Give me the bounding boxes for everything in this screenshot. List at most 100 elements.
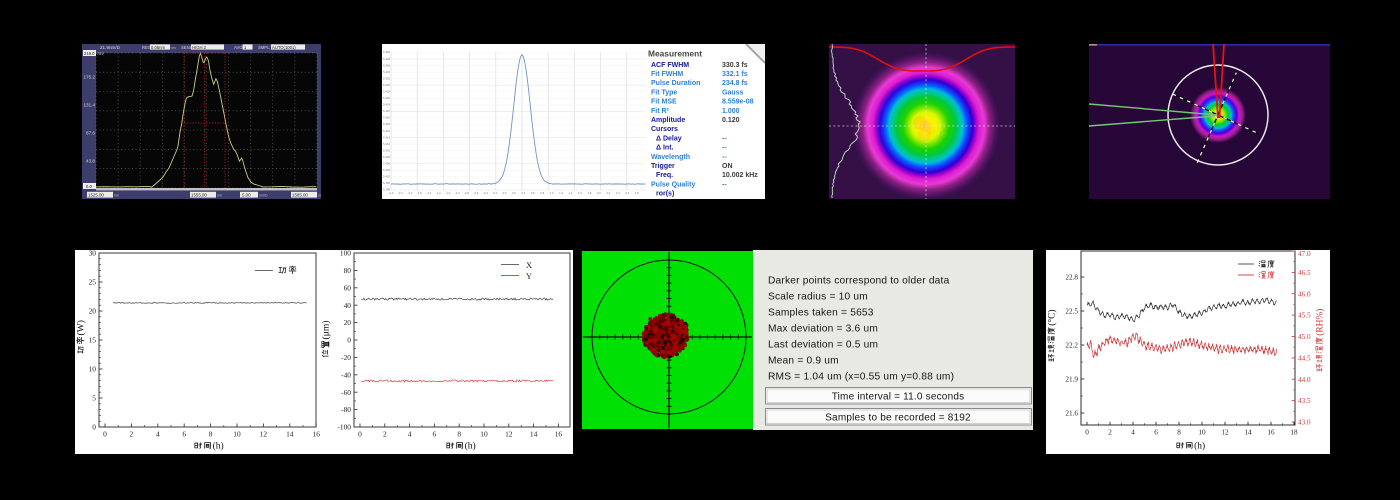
svg-text:219.0: 219.0 [84,51,95,56]
svg-text:5.402: 5.402 [383,175,390,179]
svg-text:100: 100 [340,250,351,258]
svg-text:(W): (W) [76,320,87,335]
svg-text:22.2: 22.2 [1065,342,1078,350]
svg-text:1.8: 1.8 [587,191,591,195]
svg-text:1: 1 [244,45,247,50]
svg-text:Pulse Duration: Pulse Duration [651,80,700,87]
svg-text:--: -- [722,145,727,152]
svg-text:0: 0 [103,430,107,439]
svg-text:ACF FWHM: ACF FWHM [651,62,689,69]
svg-text:30: 30 [89,250,97,258]
svg-text:-1.0: -1.0 [455,191,460,195]
svg-text:0: 0 [358,430,362,439]
svg-text:332.1 fs: 332.1 fs [722,71,748,78]
svg-text:5.398: 5.398 [383,188,390,192]
svg-text:Samples to be recorded = 8192: Samples to be recorded = 8192 [825,413,971,424]
svg-text:2: 2 [1108,429,1112,437]
svg-text:0.0: 0.0 [502,191,506,195]
svg-text:Δ Int.: Δ Int. [656,145,674,152]
svg-text:5.410: 5.410 [383,148,390,152]
svg-text:Fit Type: Fit Type [651,89,677,96]
svg-text:AUTO(1001): AUTO(1001) [272,45,296,50]
svg-text:5.430: 5.430 [383,83,390,87]
svg-text:87.6: 87.6 [86,131,95,136]
svg-text:5.408: 5.408 [383,155,390,159]
svg-text:44.0: 44.0 [1298,376,1311,384]
svg-text:REF: REF [98,52,105,56]
svg-text:-100: -100 [337,423,351,432]
svg-text:Δ Delay: Δ Delay [656,135,682,142]
svg-text:5.436: 5.436 [383,63,390,67]
svg-text:Mean = 0.9 um: Mean = 0.9 um [768,355,839,366]
svg-text:Fit MSE: Fit MSE [651,99,677,106]
svg-text:0.6: 0.6 [531,191,535,195]
svg-text:-1.6: -1.6 [426,191,431,195]
svg-text:1.0: 1.0 [550,191,554,195]
svg-text:(h): (h) [465,441,476,452]
svg-text:6: 6 [433,430,437,439]
svg-text:4: 4 [408,430,412,439]
svg-text:8.559e-08: 8.559e-08 [722,99,754,106]
svg-text:Fit FWHM: Fit FWHM [651,71,683,78]
svg-text:nm/D: nm/D [259,194,268,198]
svg-text:nm: nm [171,46,176,50]
svg-text:(°C): (°C) [1046,309,1057,325]
svg-text:6: 6 [1154,429,1158,437]
svg-text:Fit R²: Fit R² [651,108,670,115]
svg-text:0.8: 0.8 [540,191,544,195]
svg-text:22.8: 22.8 [1065,274,1078,282]
svg-text:60: 60 [344,283,352,292]
svg-text:-0.2: -0.2 [493,191,498,195]
svg-text:Wavelength: Wavelength [651,154,690,161]
svg-text:2.6: 2.6 [625,191,629,195]
svg-text:44.5: 44.5 [1298,355,1311,363]
svg-text:(h): (h) [1194,440,1205,451]
svg-text:2.2: 2.2 [606,191,610,195]
svg-text:5.416: 5.416 [383,129,390,133]
svg-text:10.002 kHz: 10.002 kHz [722,172,758,179]
svg-text:Scale radius = 10 um: Scale radius = 10 um [768,291,868,302]
svg-text:43.8: 43.8 [86,159,95,164]
svg-text:RMS = 1.04 um (x=0.55 um y=0.8: RMS = 1.04 um (x=0.55 um y=0.88 um) [768,371,954,382]
svg-text:nm: nm [217,194,222,198]
svg-text:80: 80 [344,266,352,275]
svg-text:5.422: 5.422 [383,109,390,113]
svg-text:12: 12 [1221,429,1229,437]
svg-text:(RH%): (RH%) [1314,309,1325,336]
svg-text:nm: nm [318,194,321,198]
svg-text:--: -- [722,181,727,188]
svg-text:20: 20 [344,318,352,327]
svg-text:1.6: 1.6 [578,191,582,195]
svg-text:0.4: 0.4 [521,191,525,195]
svg-text:8: 8 [209,430,213,439]
svg-text:Pulse Quality: Pulse Quality [651,181,695,188]
svg-text:--: -- [722,135,727,142]
svg-text:175.2: 175.2 [84,75,96,80]
svg-text:5.440: 5.440 [383,50,390,54]
svg-text:ror(s): ror(s) [656,191,674,198]
svg-text:46.5: 46.5 [1298,269,1311,277]
svg-text:5.432: 5.432 [383,76,390,80]
svg-text:-2.4: -2.4 [389,191,394,195]
svg-text:16: 16 [1267,429,1275,437]
svg-text:5.420: 5.420 [383,116,390,120]
svg-text:-60: -60 [341,388,351,397]
svg-text:Freq.: Freq. [656,172,673,179]
svg-text:1.2: 1.2 [559,191,563,195]
svg-text:10: 10 [233,430,241,439]
svg-text:16: 16 [555,430,563,439]
svg-text:2.8: 2.8 [635,191,639,195]
svg-text:-2.2: -2.2 [398,191,403,195]
svg-text:5.434: 5.434 [383,70,390,74]
svg-text:18: 18 [1290,429,1298,437]
svg-text:Measurement: Measurement [648,49,702,59]
svg-text:RES:: RES: [142,45,152,50]
svg-text:43.5: 43.5 [1298,397,1311,405]
svg-text:5.414: 5.414 [383,135,390,139]
svg-text:4: 4 [1131,429,1135,437]
svg-text:6: 6 [182,430,186,439]
svg-text:21.6: 21.6 [1065,410,1078,418]
svg-text:-0.8: -0.8 [464,191,469,195]
svg-text:330.3 fs: 330.3 fs [722,62,748,69]
svg-text:21.9nm/D: 21.9nm/D [100,45,121,50]
